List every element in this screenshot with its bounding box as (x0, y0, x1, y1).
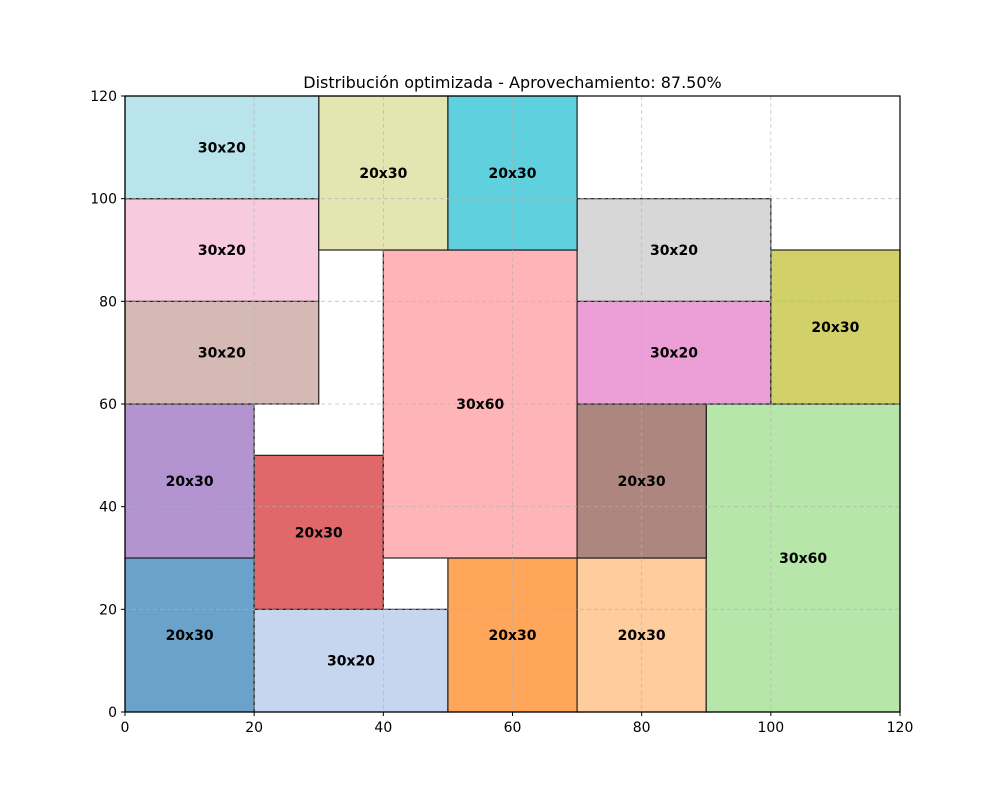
x-tick-label: 100 (757, 720, 784, 736)
piece-label: 30x60 (456, 397, 504, 413)
x-tick-label: 120 (887, 720, 914, 736)
piece-rect (576, 300, 772, 405)
x-tick-label: 0 (121, 720, 130, 736)
piece-label: 20x30 (166, 628, 214, 644)
piece-rect (124, 403, 255, 559)
chart-title: Distribución optimizada - Aprovechamient… (303, 73, 722, 92)
rectangle-labels-group: 20x30 30x20 20x30 20x30 30x60 20x30 20x30 30x60… (166, 140, 860, 669)
y-tick-label: 120 (90, 89, 117, 105)
piece-rect (770, 249, 901, 405)
piece-label: 20x30 (359, 166, 407, 182)
piece-rect (124, 95, 320, 200)
piece-label: 20x30 (489, 166, 537, 182)
piece-label: 20x30 (489, 628, 537, 644)
piece-rect (124, 300, 320, 405)
x-tick-label: 80 (633, 720, 651, 736)
x-tick-label: 60 (504, 720, 522, 736)
y-tick-label: 0 (108, 705, 117, 721)
x-axis: 0 20 40 60 80 100 120 (121, 712, 914, 736)
piece-label: 30x20 (650, 243, 698, 259)
piece-label: 20x30 (166, 474, 214, 490)
piece-label: 20x30 (295, 525, 343, 541)
y-tick-label: 80 (99, 294, 117, 310)
piece-label: 30x60 (779, 551, 827, 567)
piece-label: 20x30 (811, 320, 859, 336)
piece-label: 30x20 (327, 654, 375, 670)
piece-label: 30x20 (198, 140, 246, 156)
piece-label: 30x20 (650, 346, 698, 362)
y-tick-label: 40 (99, 500, 117, 516)
piece-label: 30x20 (198, 346, 246, 362)
piece-label: 30x20 (198, 243, 246, 259)
y-tick-label: 60 (99, 397, 117, 413)
x-tick-label: 20 (245, 720, 263, 736)
y-tick-label: 100 (90, 192, 117, 208)
piece-rect (705, 403, 901, 713)
piece-rect (576, 198, 772, 302)
piece-label: 20x30 (618, 628, 666, 644)
y-axis: 0 20 40 60 80 100 120 (90, 89, 125, 721)
piece-label: 20x30 (618, 474, 666, 490)
piece-rect (124, 198, 320, 302)
rectangles-group (124, 95, 901, 713)
y-tick-label: 20 (99, 602, 117, 618)
piece-rect (253, 454, 384, 610)
x-tick-label: 40 (374, 720, 392, 736)
